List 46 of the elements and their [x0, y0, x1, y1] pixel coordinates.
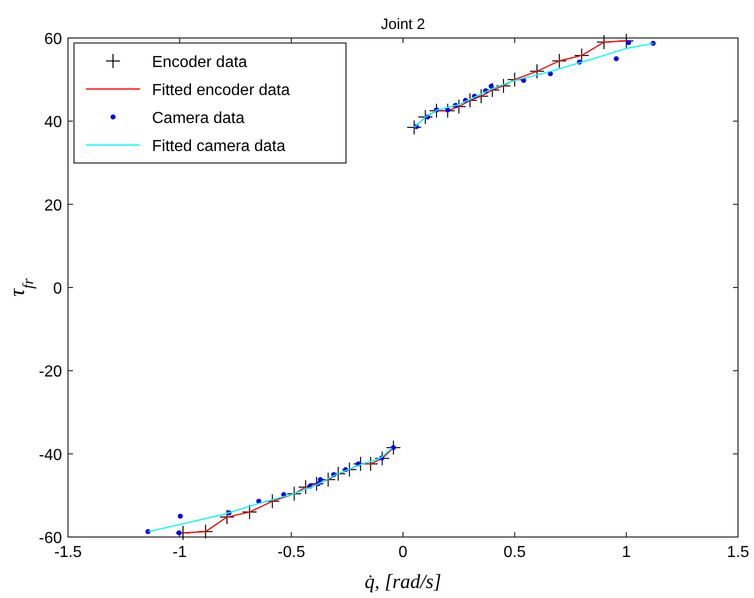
point: [386, 440, 401, 456]
point: [178, 514, 183, 519]
x-tick-label: -1: [172, 544, 187, 561]
y-tick-label: -40: [38, 446, 62, 464]
x-tick-label: 0: [398, 544, 408, 561]
point: [445, 107, 450, 112]
point: [176, 525, 191, 540]
point: [318, 477, 323, 482]
y-tick-label: -20: [38, 364, 62, 381]
legend-label: Fitted camera data: [152, 138, 286, 155]
point: [451, 99, 466, 114]
point: [552, 53, 567, 68]
point: [286, 486, 302, 502]
legend-label: Encoder data: [152, 54, 248, 71]
point: [530, 64, 544, 79]
x-axis-title: q̇, [rad/s]: [364, 571, 442, 593]
point: [390, 445, 396, 450]
point: [330, 466, 346, 482]
chart-title: Joint 2: [380, 16, 426, 33]
x-tick-label: 0.5: [504, 544, 526, 561]
y-tick-label: -60: [38, 530, 62, 547]
y-tick-label: 40: [44, 114, 62, 132]
point: [220, 510, 235, 525]
point: [242, 504, 258, 520]
point: [626, 40, 632, 46]
y-tick-label: 60: [44, 31, 62, 48]
legend-label: Camera data: [152, 110, 245, 127]
point: [418, 110, 433, 125]
x-tick-label: 1.5: [726, 544, 750, 561]
legend-label: Fitted encoder data: [152, 82, 290, 99]
x-tick-label: -0.5: [278, 544, 306, 561]
point: [342, 462, 357, 478]
point: [406, 120, 422, 135]
x-tick-label: -1.5: [54, 544, 82, 561]
y-tick-label: 20: [44, 197, 62, 214]
point: [198, 524, 214, 540]
point: [574, 48, 590, 63]
point: [614, 56, 619, 62]
point: [176, 530, 182, 536]
point: [488, 84, 494, 89]
point: [309, 476, 324, 492]
point: [264, 494, 280, 509]
y-tick-label: 0: [53, 280, 62, 298]
x-tick-label: 1: [622, 544, 631, 561]
point: [496, 78, 511, 94]
point: [320, 472, 336, 488]
